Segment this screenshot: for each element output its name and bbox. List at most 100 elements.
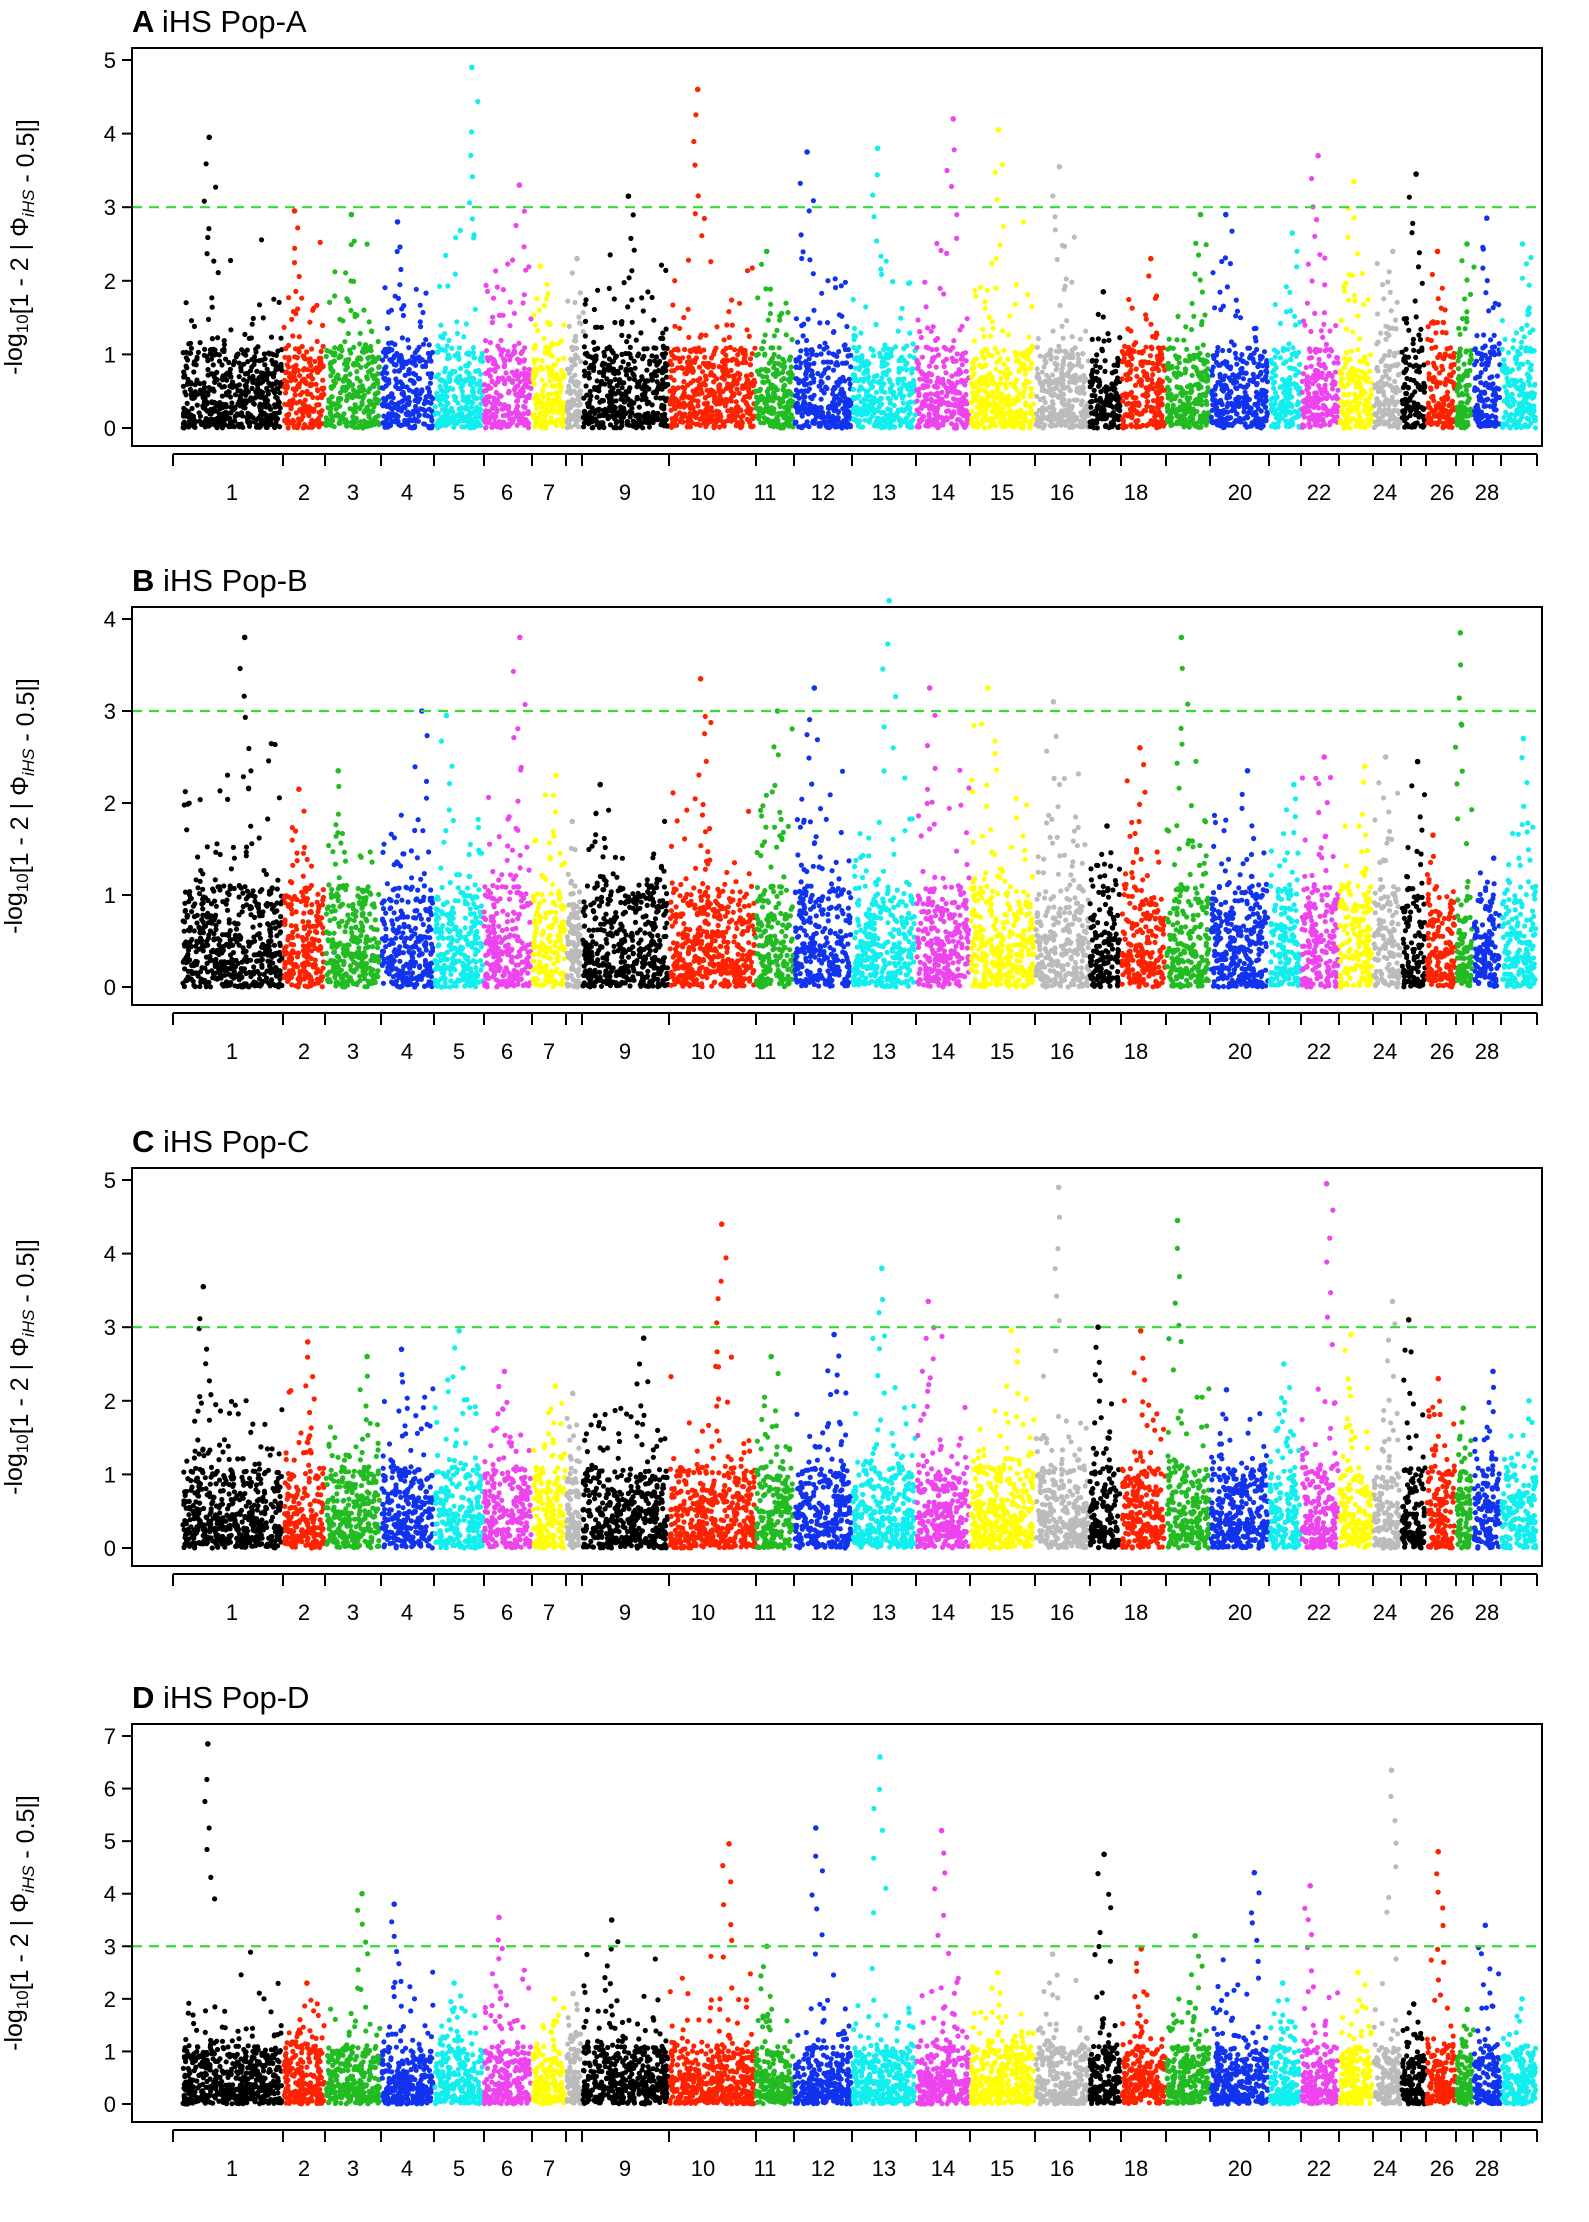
point — [223, 409, 229, 415]
point — [252, 354, 258, 360]
point — [507, 299, 513, 305]
point — [551, 419, 557, 426]
point — [414, 387, 420, 393]
point — [205, 358, 211, 364]
peak-point — [537, 263, 544, 269]
point — [1027, 394, 1034, 400]
point — [485, 419, 491, 426]
point — [244, 347, 250, 353]
point — [272, 390, 278, 396]
point — [626, 351, 632, 357]
point — [382, 424, 388, 430]
point — [555, 341, 561, 347]
point — [1073, 378, 1079, 384]
point — [314, 338, 320, 344]
chromosome-4-points — [379, 219, 436, 431]
point — [210, 362, 216, 368]
point — [758, 261, 765, 267]
point — [415, 418, 421, 424]
point — [762, 352, 768, 358]
point — [780, 387, 786, 393]
point — [1013, 353, 1020, 359]
point — [1049, 372, 1056, 378]
point — [273, 394, 279, 400]
point — [182, 422, 188, 428]
point — [483, 387, 489, 393]
point — [249, 385, 255, 391]
point — [236, 382, 242, 388]
point — [208, 411, 214, 417]
point — [830, 329, 837, 335]
point — [1001, 403, 1007, 409]
point — [219, 362, 225, 368]
point — [209, 371, 215, 377]
point — [615, 388, 621, 394]
point — [489, 424, 495, 430]
point — [427, 355, 433, 361]
point — [442, 369, 448, 375]
point — [536, 307, 542, 313]
point — [228, 327, 234, 333]
point — [286, 357, 292, 363]
point — [703, 362, 709, 368]
point — [423, 290, 429, 296]
point — [501, 356, 507, 362]
point — [767, 310, 774, 317]
point — [764, 403, 770, 409]
point — [261, 351, 267, 357]
point — [469, 129, 475, 135]
point — [869, 413, 875, 419]
point — [1103, 389, 1109, 395]
point — [464, 351, 470, 357]
point — [192, 391, 198, 397]
point — [757, 405, 763, 411]
point — [1037, 397, 1043, 403]
point — [515, 403, 521, 409]
point — [1059, 400, 1065, 406]
point — [262, 362, 268, 368]
point — [413, 286, 419, 292]
point — [301, 366, 307, 372]
point — [405, 397, 411, 403]
point — [771, 333, 778, 339]
point — [232, 392, 239, 398]
point — [298, 417, 304, 423]
point — [260, 370, 266, 376]
point — [232, 418, 238, 424]
point — [558, 376, 564, 382]
point — [573, 333, 579, 339]
point — [941, 363, 947, 370]
point — [292, 366, 298, 372]
point — [197, 340, 203, 346]
point — [618, 319, 624, 325]
point — [746, 333, 752, 339]
point — [1013, 386, 1019, 392]
point — [1042, 422, 1048, 428]
point — [443, 384, 449, 390]
point — [232, 359, 238, 365]
point — [935, 375, 941, 381]
peak-point — [694, 86, 701, 93]
point — [366, 319, 372, 325]
point — [1035, 371, 1041, 377]
point — [1020, 425, 1026, 431]
point — [368, 328, 375, 334]
point — [851, 325, 858, 331]
point — [802, 382, 808, 388]
point — [1004, 366, 1010, 372]
point — [983, 363, 989, 369]
point — [221, 342, 227, 348]
point — [938, 247, 944, 254]
point — [818, 351, 824, 357]
point — [293, 410, 299, 416]
point — [294, 400, 300, 406]
point — [345, 298, 351, 304]
point — [1053, 355, 1060, 361]
point — [833, 362, 839, 368]
point — [534, 392, 540, 398]
point — [470, 350, 476, 356]
point — [507, 323, 513, 329]
point — [799, 255, 805, 262]
point — [929, 420, 935, 426]
point — [963, 358, 969, 364]
